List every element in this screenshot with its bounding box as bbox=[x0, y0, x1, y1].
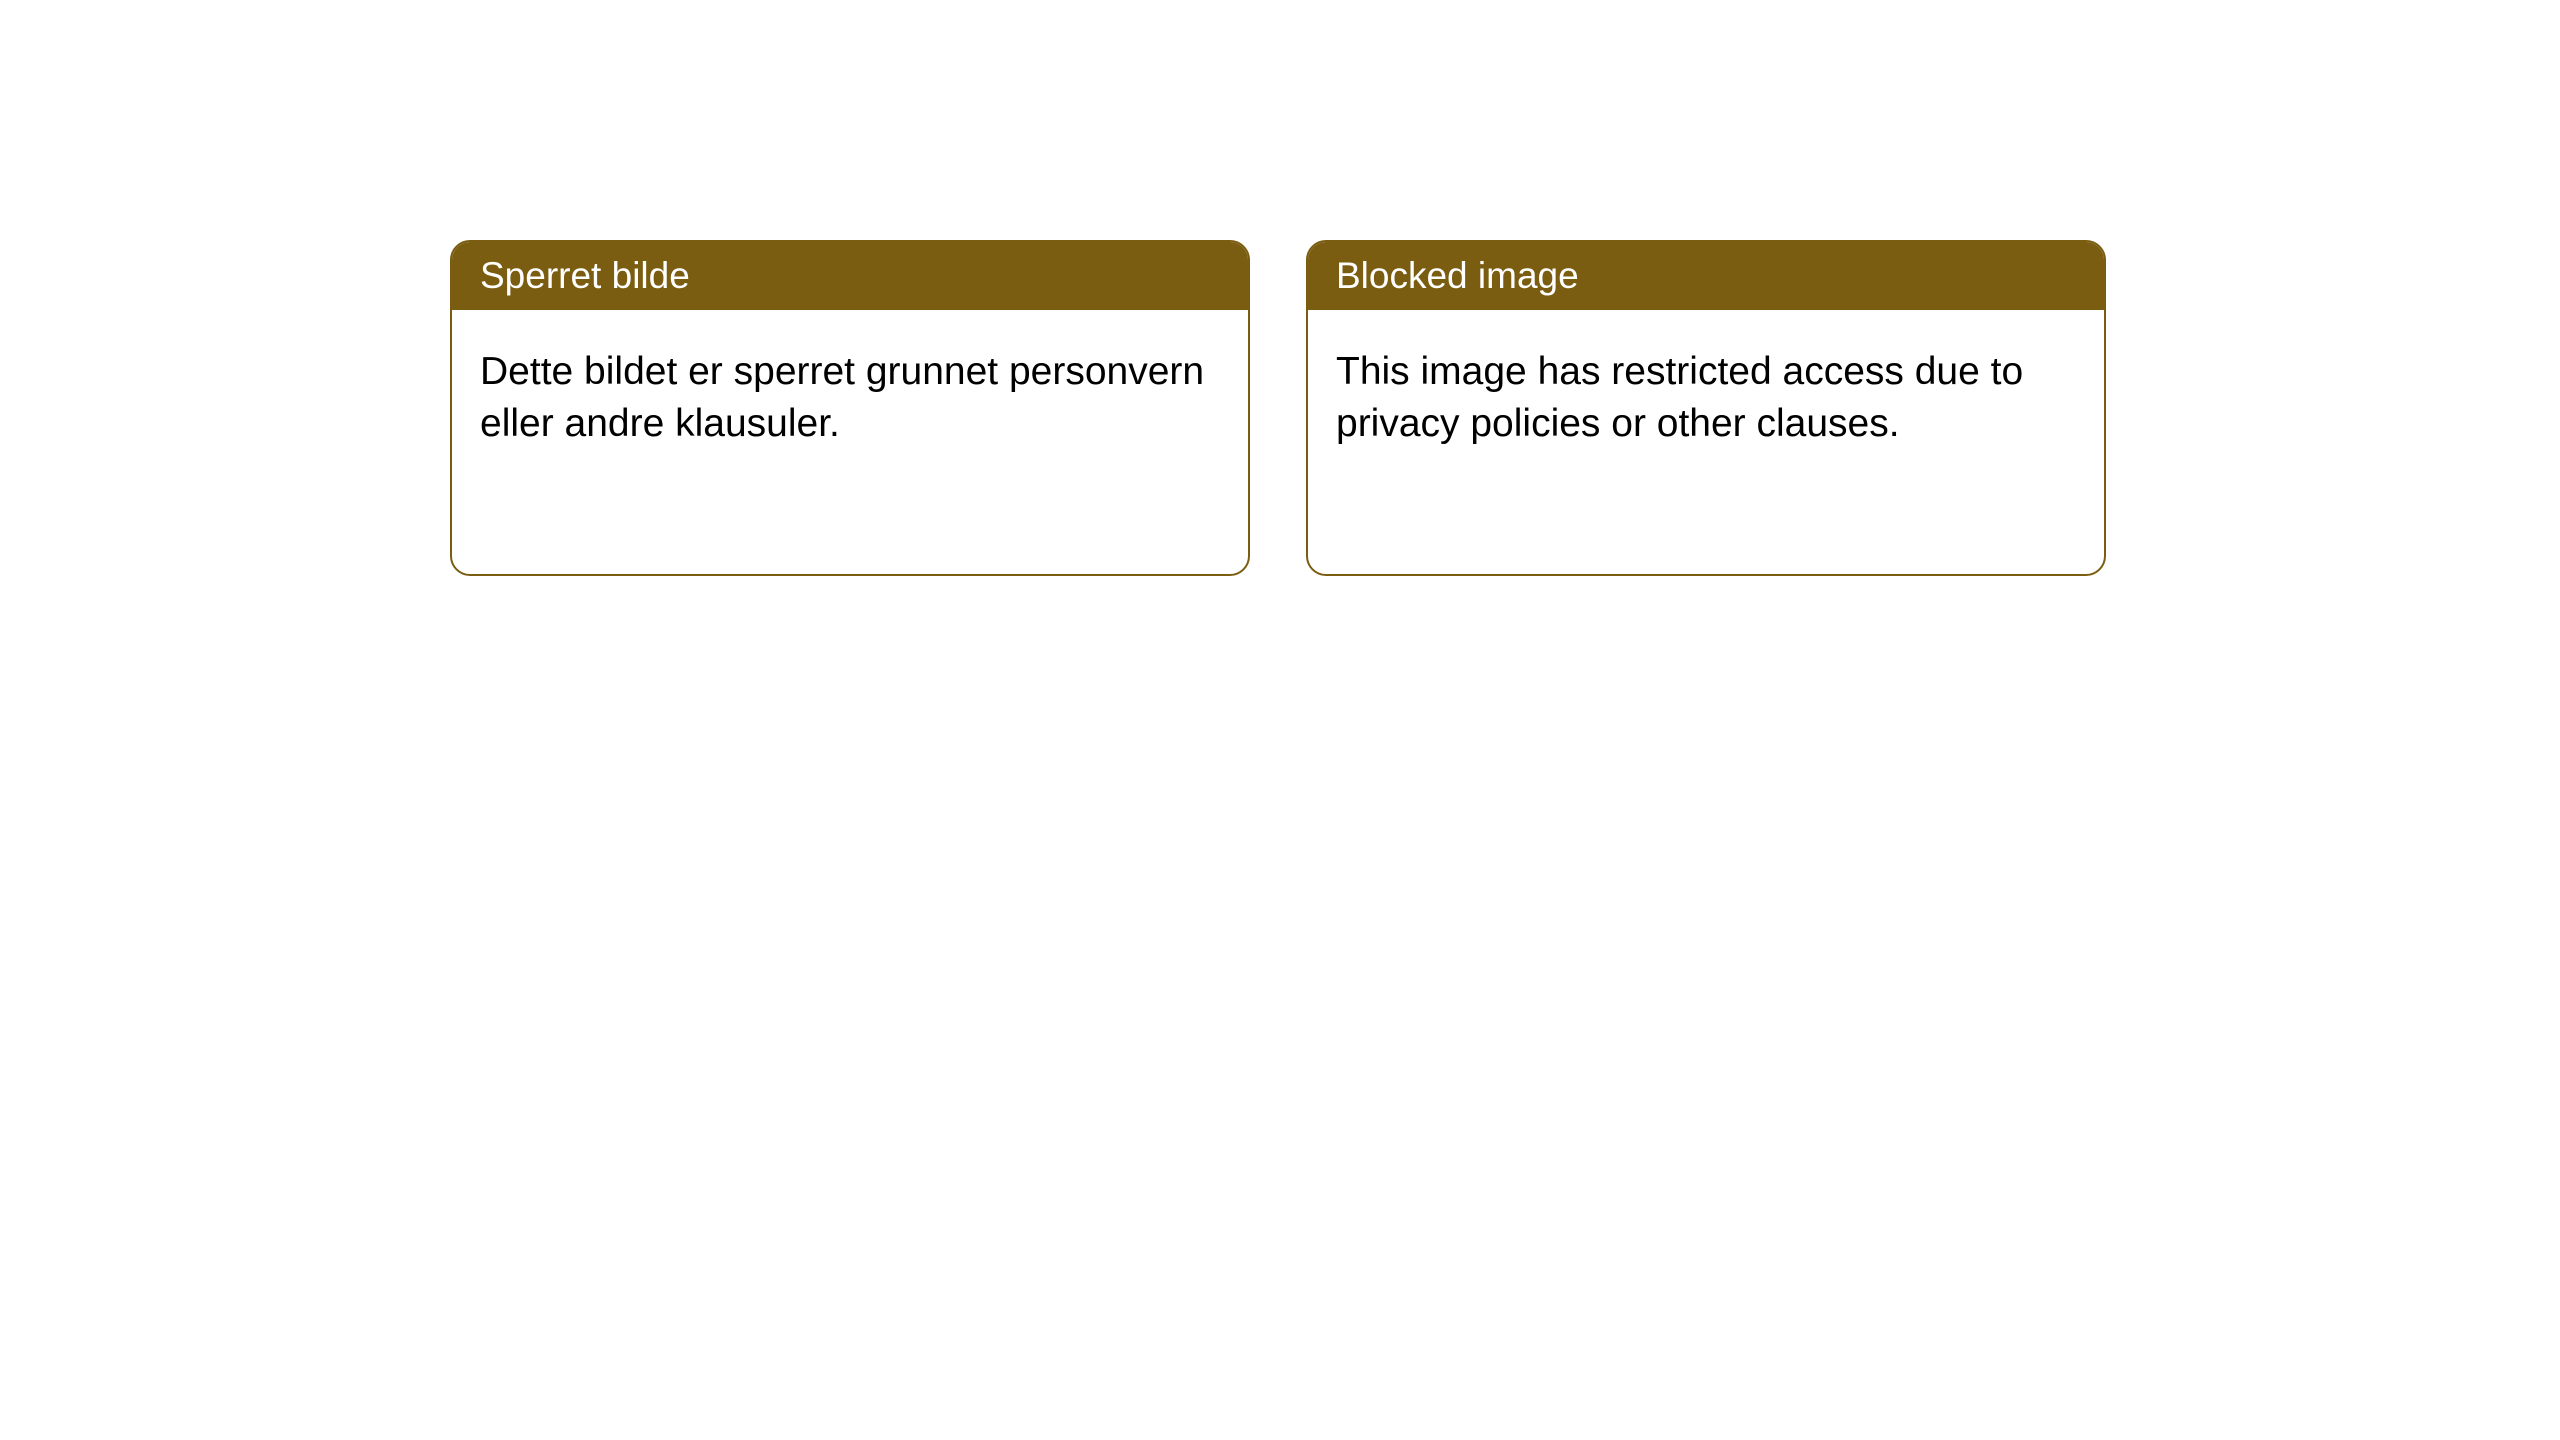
notice-card-body: This image has restricted access due to … bbox=[1308, 310, 2104, 485]
notice-card-norwegian: Sperret bilde Dette bildet er sperret gr… bbox=[450, 240, 1250, 576]
notice-card-body: Dette bildet er sperret grunnet personve… bbox=[452, 310, 1248, 485]
notice-card-header: Blocked image bbox=[1308, 242, 2104, 310]
notice-card-text: Dette bildet er sperret grunnet personve… bbox=[480, 350, 1204, 444]
notice-card-title: Sperret bilde bbox=[480, 255, 690, 296]
notice-card-text: This image has restricted access due to … bbox=[1336, 350, 2023, 444]
notice-card-english: Blocked image This image has restricted … bbox=[1306, 240, 2106, 576]
notice-card-header: Sperret bilde bbox=[452, 242, 1248, 310]
notice-card-title: Blocked image bbox=[1336, 255, 1579, 296]
notice-container: Sperret bilde Dette bildet er sperret gr… bbox=[450, 240, 2106, 576]
